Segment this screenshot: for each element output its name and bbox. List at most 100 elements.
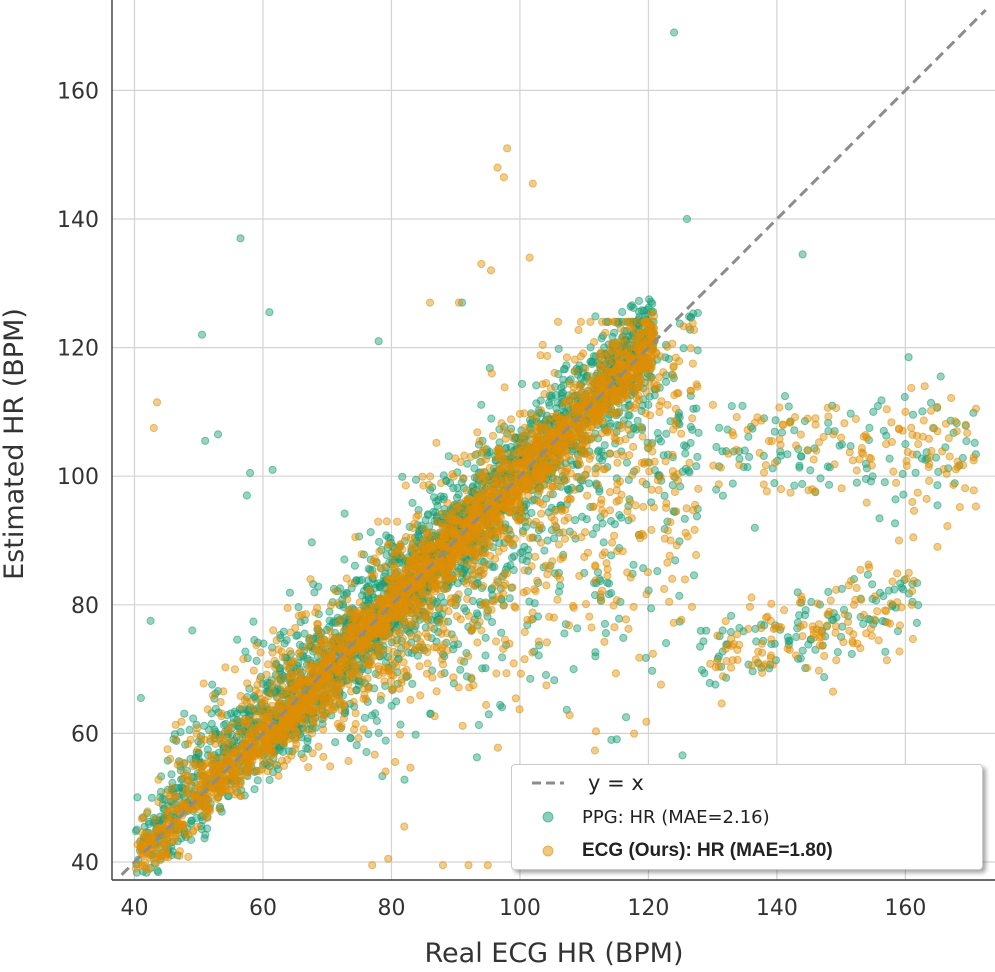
data-point xyxy=(591,469,600,478)
data-point xyxy=(481,664,490,673)
data-point xyxy=(521,441,530,450)
data-point xyxy=(463,594,472,604)
data-point xyxy=(661,377,671,386)
data-point xyxy=(610,623,619,632)
data-point xyxy=(908,497,917,507)
data-point xyxy=(352,741,361,750)
data-point xyxy=(692,404,701,413)
data-point xyxy=(879,592,888,601)
data-point xyxy=(677,429,686,438)
data-point xyxy=(570,485,579,494)
data-point xyxy=(933,501,942,510)
data-point xyxy=(780,392,790,401)
data-point xyxy=(592,523,601,533)
data-point xyxy=(679,344,688,353)
data-point xyxy=(546,384,555,393)
data-point xyxy=(693,452,702,461)
data-point xyxy=(168,783,177,792)
data-point xyxy=(888,577,897,586)
data-point xyxy=(200,721,209,730)
data-point xyxy=(524,517,533,526)
data-point xyxy=(904,568,913,577)
data-point xyxy=(201,436,210,445)
data-point xyxy=(866,477,876,486)
data-point xyxy=(355,598,364,607)
data-point xyxy=(494,547,503,556)
data-point xyxy=(133,793,142,802)
data-point xyxy=(350,561,359,570)
data-point xyxy=(550,534,559,543)
data-point xyxy=(771,416,780,425)
data-point xyxy=(243,679,252,688)
data-point xyxy=(645,295,654,304)
data-point xyxy=(580,552,589,562)
data-point xyxy=(662,429,671,438)
data-point xyxy=(505,594,514,603)
data-point xyxy=(783,450,792,459)
data-point xyxy=(602,427,612,436)
data-point xyxy=(540,546,549,555)
data-point xyxy=(481,633,490,643)
data-point xyxy=(880,478,889,487)
data-point xyxy=(680,514,689,523)
data-point xyxy=(677,615,686,625)
data-point xyxy=(798,250,807,259)
data-point xyxy=(188,626,197,635)
data-point xyxy=(432,687,441,696)
data-point xyxy=(647,604,656,613)
data-point xyxy=(498,653,507,662)
data-point xyxy=(867,631,876,640)
data-point xyxy=(801,606,810,615)
data-point xyxy=(520,409,529,418)
data-point xyxy=(506,415,516,424)
data-point xyxy=(771,458,780,467)
data-point xyxy=(459,474,468,483)
data-point xyxy=(473,428,482,437)
data-point xyxy=(265,775,274,785)
data-point xyxy=(319,725,328,734)
data-point xyxy=(925,453,935,462)
data-point xyxy=(814,666,824,675)
data-point xyxy=(241,647,250,656)
data-point xyxy=(571,516,580,525)
data-point xyxy=(600,619,610,629)
data-point xyxy=(347,687,356,696)
data-point xyxy=(583,491,592,500)
data-point xyxy=(551,390,561,400)
data-point xyxy=(804,640,813,649)
data-point xyxy=(499,601,508,610)
data-point xyxy=(891,495,900,504)
data-point xyxy=(252,656,261,666)
data-point xyxy=(869,407,878,416)
data-point xyxy=(454,490,463,499)
data-point xyxy=(634,296,644,305)
data-point xyxy=(901,440,910,449)
data-point xyxy=(713,631,722,640)
data-point xyxy=(847,649,856,659)
data-point xyxy=(487,414,496,423)
data-point xyxy=(294,603,303,612)
data-point xyxy=(726,663,736,672)
data-point xyxy=(590,746,600,755)
data-point xyxy=(617,447,626,456)
data-point xyxy=(654,434,663,443)
data-point xyxy=(146,616,155,626)
data-point xyxy=(642,590,651,599)
data-point xyxy=(738,401,747,410)
data-point xyxy=(199,679,208,688)
data-point xyxy=(899,490,908,499)
data-point xyxy=(750,523,759,532)
data-point xyxy=(189,714,198,723)
data-point xyxy=(947,393,956,403)
data-point xyxy=(410,519,419,528)
data-point xyxy=(625,411,634,420)
data-point xyxy=(962,437,971,446)
data-point xyxy=(474,720,483,730)
data-point xyxy=(653,567,662,576)
data-point xyxy=(660,491,669,500)
data-point xyxy=(530,599,539,608)
data-point xyxy=(538,380,547,389)
data-point xyxy=(951,417,960,426)
data-point xyxy=(732,413,741,422)
